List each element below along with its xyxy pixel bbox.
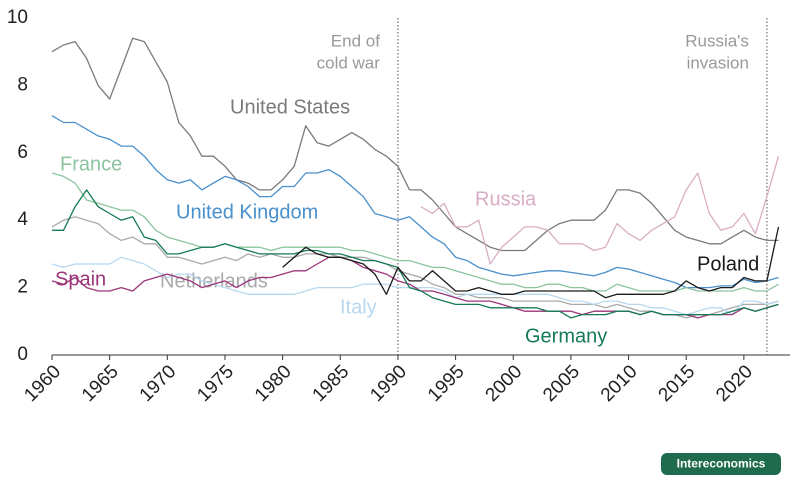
series-line — [282, 226, 780, 299]
series-line — [51, 115, 779, 289]
y-tick-label: 0 — [17, 344, 28, 365]
series-line — [51, 172, 779, 292]
series-label: United Kingdom — [176, 201, 318, 223]
x-tick-label: 1960 — [20, 361, 65, 406]
annotation-text: invasion — [687, 53, 749, 72]
series-line — [52, 189, 779, 319]
y-tick-label: 10 — [7, 7, 28, 28]
series-line — [420, 156, 780, 265]
source-badge — [661, 453, 781, 475]
y-tick-label: 4 — [17, 209, 28, 230]
y-tick-label: 2 — [17, 277, 28, 298]
x-tick-label: 1975 — [193, 361, 238, 406]
series-line — [51, 216, 779, 319]
series-label: Russia — [475, 188, 537, 210]
y-tick-label: 8 — [17, 74, 28, 95]
series-line — [51, 37, 779, 252]
annotation-text: Russia's — [685, 31, 749, 50]
x-tick-label: 1965 — [78, 361, 123, 406]
x-tick-label: 2000 — [482, 361, 527, 406]
series-label: Netherlands — [160, 270, 268, 292]
x-tick-label: 2010 — [597, 361, 642, 406]
annotation-text: cold war — [317, 53, 381, 72]
x-tick-label: 1995 — [424, 361, 469, 406]
x-tick-label: 2020 — [712, 361, 757, 406]
x-tick-label: 2005 — [539, 361, 584, 406]
series-label: France — [60, 153, 122, 175]
series-label: Poland — [697, 253, 759, 275]
x-tick-label: 1970 — [136, 361, 181, 406]
series-label: United States — [230, 96, 350, 118]
y-tick-label: 6 — [17, 142, 28, 163]
x-tick-label: 2015 — [655, 361, 700, 406]
x-tick-label: 1985 — [309, 361, 354, 406]
source: Intereconomics — [677, 457, 766, 471]
x-tick-label: 1980 — [251, 361, 296, 406]
x-tick-label: 1990 — [366, 361, 411, 406]
series-label: Italy — [340, 296, 377, 318]
series-label: Spain — [55, 268, 106, 290]
series-label: Germany — [525, 325, 607, 347]
annotation-text: End of — [331, 31, 380, 50]
